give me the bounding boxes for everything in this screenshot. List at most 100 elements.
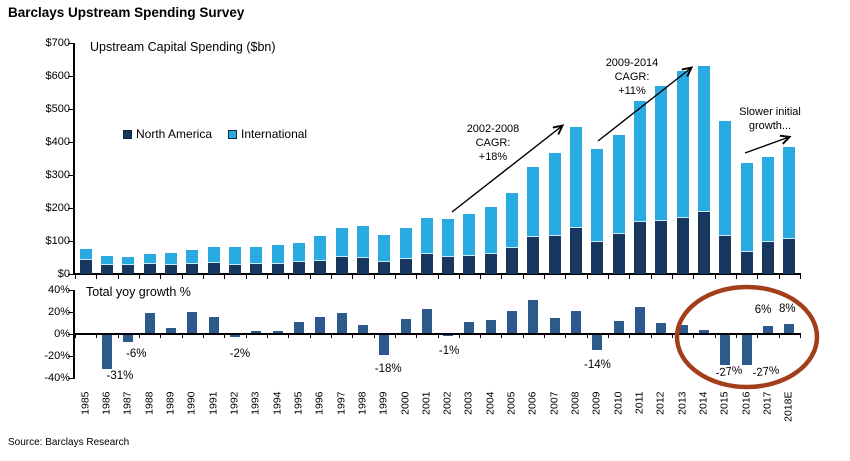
year-label-2001: 2001: [420, 391, 433, 415]
bar-north-america-2009: [591, 242, 604, 274]
top-x-tick-mark: [266, 275, 268, 279]
bar-north-america-1985: [79, 260, 92, 274]
top-x-tick-mark: [309, 275, 311, 279]
bottom-x-tick-mark: [458, 335, 460, 338]
top-x-tick-mark: [224, 275, 226, 279]
top-y-tick-label: $600: [45, 70, 70, 82]
bar-north-america-1988: [143, 263, 156, 274]
growth-label-1992: -2%: [229, 348, 251, 360]
top-x-tick-mark: [117, 275, 119, 279]
top-x-tick-mark: [650, 275, 652, 279]
annotation-line: 2009-2014: [605, 57, 659, 69]
growth-bar-1996: [315, 316, 326, 333]
annotation-line: CAGR:: [475, 137, 511, 149]
growth-bar-1990: [187, 312, 198, 333]
bottom-x-tick-mark: [586, 335, 588, 338]
bar-north-america-1993: [250, 264, 263, 274]
top-x-tick-mark: [586, 275, 588, 279]
bottom-x-tick-mark: [288, 335, 290, 338]
year-label-2011: 2011: [633, 391, 646, 415]
year-label-1993: 1993: [249, 391, 262, 415]
growth-label-2015: -27%: [715, 364, 744, 380]
bar-north-america-2015: [719, 235, 732, 274]
top-x-axis-line: [73, 273, 801, 275]
bar-international-2001: [420, 218, 433, 254]
bottom-y-tick-mark: [68, 312, 73, 313]
top-y-tick-mark: [68, 43, 73, 44]
growth-bar-1988: [144, 313, 155, 333]
bar-north-america-1998: [356, 258, 369, 274]
year-label-2004: 2004: [484, 391, 497, 415]
bar-international-1991: [207, 246, 220, 264]
legend-item-international: International: [228, 127, 307, 141]
year-label-2000: 2000: [399, 391, 411, 415]
top-x-tick-mark: [693, 275, 695, 279]
bar-international-2016: [740, 163, 753, 253]
bar-international-1997: [335, 228, 348, 257]
bar-international-1995: [292, 242, 305, 263]
bar-north-america-2001: [420, 253, 433, 274]
growth-bar-2013: [677, 325, 688, 333]
growth-bar-2014: [699, 329, 710, 333]
bar-international-1988: [143, 254, 156, 264]
top-chart-title: Upstream Capital Spending ($bn): [90, 40, 276, 54]
top-x-tick-mark: [330, 275, 332, 279]
growth-bar-1995: [293, 322, 304, 333]
year-label-1988: 1988: [143, 391, 156, 415]
bar-north-america-1991: [207, 263, 220, 274]
annotation-cagr-2009-2014: 2009-2014 CAGR: +11%: [586, 56, 678, 98]
bar-north-america-2014: [698, 212, 711, 274]
bottom-x-tick-mark: [266, 335, 268, 338]
bar-north-america-1990: [186, 263, 199, 274]
growth-bar-2009: [592, 335, 603, 351]
top-x-tick-mark: [160, 275, 162, 279]
annotation-line: +18%: [478, 151, 508, 163]
legend-label-international: International: [241, 127, 308, 141]
top-y-axis-line: [73, 43, 75, 275]
bottom-x-tick-mark: [522, 335, 524, 338]
bar-north-america-2002: [442, 256, 455, 274]
growth-bar-2004: [485, 319, 496, 333]
bottom-y-tick-label: 0%: [54, 328, 70, 340]
top-y-tick-label: $300: [45, 169, 70, 181]
annotation-line: +11%: [618, 85, 646, 97]
bottom-x-tick-mark: [650, 335, 652, 338]
year-label-2009: 2009: [590, 391, 603, 415]
year-label-2017: 2017: [761, 391, 774, 415]
growth-bar-2007: [549, 317, 560, 333]
bar-north-america-1989: [164, 265, 177, 274]
top-y-tick-label: $700: [45, 37, 70, 49]
top-x-tick-mark: [138, 275, 140, 279]
year-label-1992: 1992: [228, 391, 241, 415]
year-label-2016: 2016: [740, 391, 753, 415]
bottom-x-tick-mark: [437, 335, 439, 338]
growth-bar-2006: [528, 300, 539, 333]
top-x-tick-mark: [458, 275, 460, 279]
growth-bar-2015: [720, 335, 731, 365]
bottom-x-tick-mark: [160, 335, 162, 338]
bar-international-2011: [634, 100, 647, 223]
top-y-tick-mark: [68, 76, 73, 77]
bar-international-2003: [463, 213, 476, 256]
bar-international-2007: [548, 152, 561, 237]
growth-label-2002: -1%: [438, 345, 460, 357]
bar-international-2012: [655, 85, 668, 221]
top-y-tick-mark: [68, 142, 73, 143]
top-y-tick-label: $0: [57, 268, 70, 280]
bottom-x-tick-mark: [352, 335, 354, 338]
growth-bar-1999: [379, 335, 390, 355]
bottom-x-tick-mark: [480, 335, 482, 338]
bar-international-2017: [762, 156, 774, 242]
year-label-2010: 2010: [612, 391, 625, 415]
top-x-tick-mark: [757, 275, 759, 279]
bar-international-1994: [271, 244, 284, 265]
top-y-tick-label: $200: [45, 202, 70, 214]
year-label-1986: 1986: [100, 391, 113, 415]
top-x-tick-mark: [202, 275, 204, 279]
bottom-x-tick-mark: [757, 335, 759, 338]
growth-bar-1989: [165, 327, 176, 333]
bar-north-america-1986: [100, 264, 113, 274]
top-x-tick-mark: [565, 275, 567, 279]
bottom-x-tick-mark: [330, 335, 332, 338]
bar-international-1998: [356, 225, 369, 259]
